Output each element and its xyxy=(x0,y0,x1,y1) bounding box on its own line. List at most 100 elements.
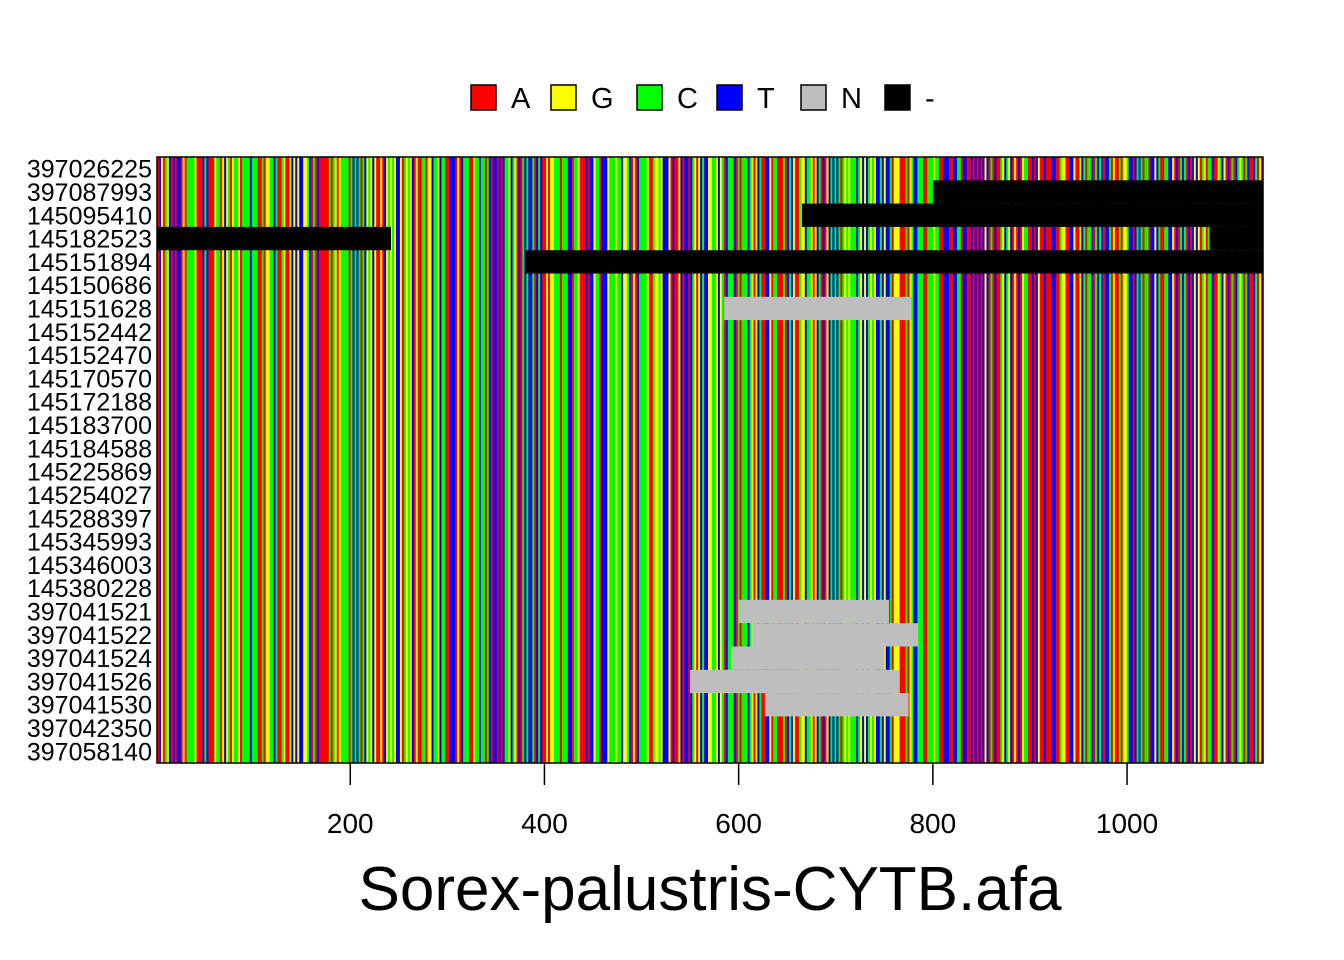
x-axis: 200 400 600 800 1000 xyxy=(327,763,1158,839)
row-label: 145170570 xyxy=(27,365,152,393)
alignment-column xyxy=(553,157,561,763)
alignment-column xyxy=(415,157,419,763)
row-label: 397026225 xyxy=(27,156,152,184)
alignment-column xyxy=(1197,157,1201,763)
alignment-column xyxy=(593,157,596,763)
alignment-column xyxy=(405,157,409,763)
n-block xyxy=(690,669,899,694)
alignment-column xyxy=(761,157,766,763)
alignment-column xyxy=(1000,157,1003,763)
alignment-column xyxy=(1261,157,1264,763)
alignment-column xyxy=(170,157,174,763)
alignment-column xyxy=(711,157,717,763)
alignment-column xyxy=(1203,157,1207,763)
legend-label-6: - xyxy=(925,83,935,115)
alignment-column xyxy=(1227,157,1230,763)
alignment-column xyxy=(601,157,608,763)
alignment-column xyxy=(1027,157,1033,763)
alignment-column xyxy=(1219,157,1222,763)
alignment-column xyxy=(1010,157,1013,763)
alignment-column xyxy=(943,157,950,763)
row-label: 397041526 xyxy=(27,668,152,696)
alignment-column xyxy=(1193,157,1197,763)
alignment-column xyxy=(297,157,300,763)
alignment-column xyxy=(911,157,914,763)
alignment-column xyxy=(719,157,723,763)
alignment-column xyxy=(498,157,502,763)
alignment-column xyxy=(1103,157,1106,763)
alignment-column xyxy=(1105,157,1110,763)
alignment-column xyxy=(409,157,413,763)
alignment-column xyxy=(747,157,750,763)
alignment-column xyxy=(459,157,462,763)
alignment-column xyxy=(502,157,506,763)
alignment-column xyxy=(783,157,786,763)
alignment-column xyxy=(348,157,351,763)
row-label: 145172188 xyxy=(27,389,152,417)
n-block xyxy=(738,599,890,624)
alignment-column xyxy=(202,157,205,763)
alignment-column xyxy=(1114,157,1120,763)
alignment-column xyxy=(879,157,883,763)
row-label: 145288397 xyxy=(27,505,152,533)
alignment-column xyxy=(1199,157,1203,763)
alignment-column xyxy=(316,157,320,763)
alignment-column xyxy=(417,157,423,763)
alignment-column xyxy=(309,157,312,763)
alignment-column xyxy=(1016,157,1019,763)
row-label: 145380228 xyxy=(27,575,152,603)
alignment-column xyxy=(1035,157,1039,763)
alignment-column xyxy=(976,157,980,763)
alignment-column xyxy=(820,157,823,763)
alignment-column xyxy=(842,157,845,763)
alignment-column xyxy=(224,157,227,763)
alignment-column xyxy=(1257,157,1260,763)
alignment-column xyxy=(567,157,573,763)
alignment-column xyxy=(1024,157,1029,763)
row-label: 145152442 xyxy=(27,319,152,347)
alignment-column xyxy=(836,157,839,763)
alignment-column xyxy=(1249,157,1254,763)
alignment-column xyxy=(1033,157,1037,763)
alignment-column xyxy=(394,157,397,763)
alignment-column xyxy=(461,157,464,763)
alignment-column xyxy=(994,157,997,763)
alignment-column xyxy=(332,157,336,763)
alignment-column xyxy=(162,157,166,763)
alignment-column xyxy=(194,157,197,763)
alignment-column xyxy=(463,157,470,763)
alignment-column xyxy=(328,157,332,763)
alignment-column xyxy=(812,157,816,763)
alignment-column xyxy=(366,157,369,763)
alignment-column xyxy=(866,157,869,763)
alignment-column xyxy=(636,157,640,763)
alignment-column xyxy=(1156,157,1159,763)
alignment-column xyxy=(680,157,683,763)
alignment-column xyxy=(927,157,934,763)
alignment-column xyxy=(868,157,871,763)
alignment-column xyxy=(550,157,555,763)
alignment-column xyxy=(990,157,993,763)
alignment-column xyxy=(484,157,488,763)
alignment-column xyxy=(251,157,259,763)
alignment-column xyxy=(1207,157,1213,763)
alignment-column xyxy=(1079,157,1082,763)
alignment-column xyxy=(952,157,958,763)
alignment-column xyxy=(1039,157,1045,763)
alignment-column xyxy=(1138,157,1141,763)
alignment-column xyxy=(1081,157,1084,763)
alignment-column xyxy=(508,157,511,763)
legend-swatch-5 xyxy=(800,84,827,111)
alignment-column xyxy=(403,157,407,763)
alignment-column xyxy=(1045,157,1053,763)
legend-label-5: N xyxy=(841,83,862,115)
alignment-column xyxy=(307,157,310,763)
alignment-column xyxy=(862,157,865,763)
alignment-column xyxy=(536,157,539,763)
alignment-column xyxy=(532,157,535,763)
alignment-column xyxy=(814,157,818,763)
alignment-column xyxy=(283,157,286,763)
alignment-column xyxy=(670,157,673,763)
alignment-column xyxy=(548,157,551,763)
alignment-column xyxy=(232,157,235,763)
